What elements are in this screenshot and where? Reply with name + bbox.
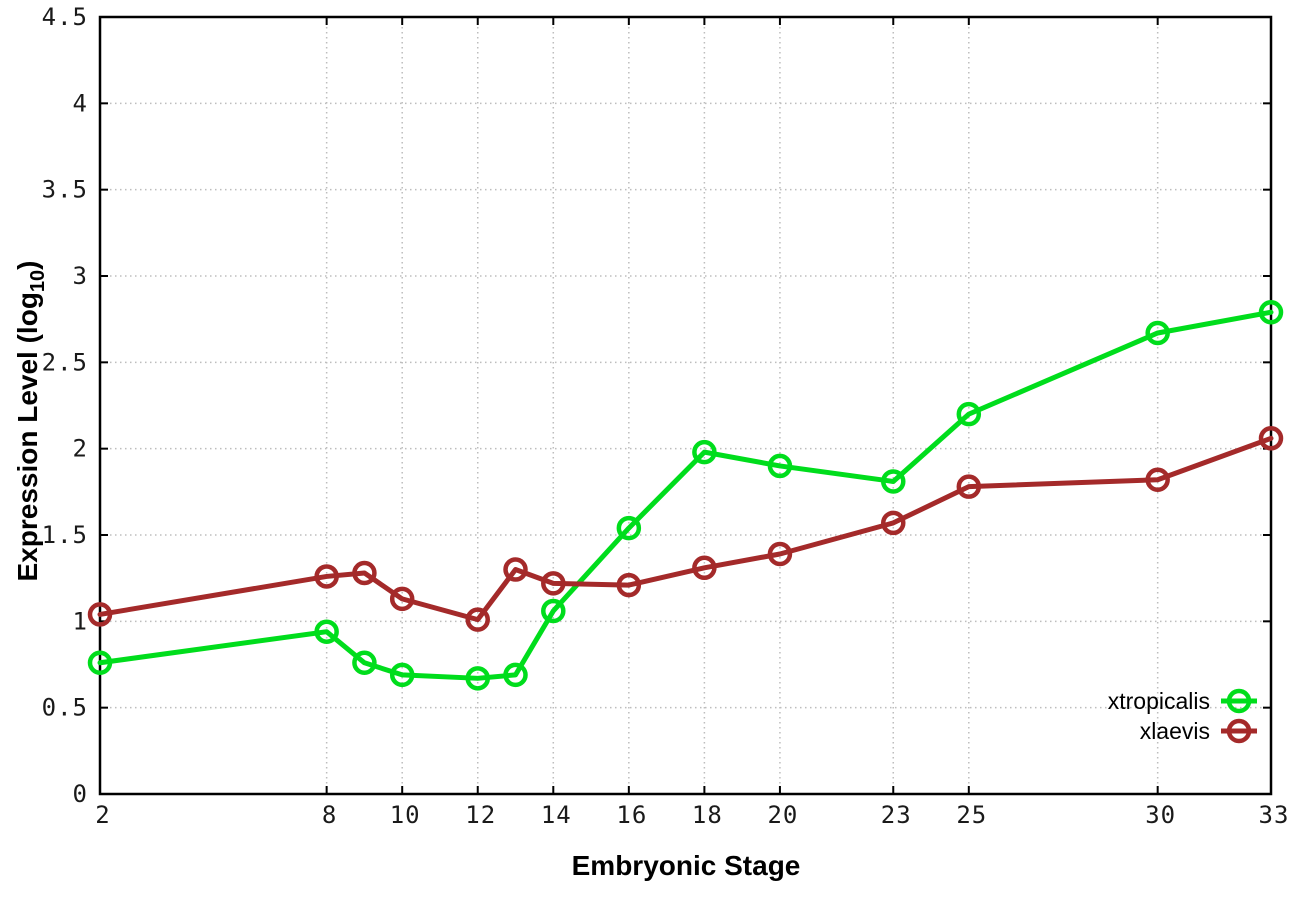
data-point-xlaevis-stage-12 <box>465 607 490 632</box>
data-point-xtropicalis-stage-23 <box>881 469 906 494</box>
y-tick-label: 4.5 <box>42 3 88 31</box>
x-tick-label: 33 <box>1259 801 1290 829</box>
data-point-xtropicalis-stage-10 <box>389 662 415 688</box>
y-tick-label: 0 <box>73 780 88 808</box>
data-point-xlaevis-stage-20 <box>767 541 793 567</box>
data-point-xtropicalis-stage-14 <box>541 598 566 624</box>
data-point-xlaevis-stage-30 <box>1145 467 1170 492</box>
data-point-xtropicalis-stage-2 <box>87 650 113 676</box>
data-point-xlaevis-stage-13 <box>503 557 528 582</box>
legend-label-xlaevis: xlaevis <box>1140 718 1210 744</box>
x-tick-label: 18 <box>692 801 723 829</box>
legend-sample-marker-xtropicalis <box>1226 688 1252 714</box>
y-axis-title-suffix: ) <box>12 260 44 270</box>
x-tick-label: 30 <box>1145 801 1176 829</box>
y-axis-title-text: Expression Level (log <box>12 292 44 582</box>
data-point-xtropicalis-stage-16 <box>616 515 642 541</box>
legend-sample-marker-xlaevis <box>1226 718 1252 744</box>
x-tick-label: 16 <box>616 801 647 829</box>
x-tick-label: 20 <box>767 801 798 829</box>
y-tick-label: 3.5 <box>42 176 88 204</box>
data-point-xtropicalis-stage-18 <box>692 439 717 465</box>
y-tick-label: 1.5 <box>42 521 88 549</box>
data-point-xtropicalis-stage-12 <box>465 666 490 691</box>
data-point-xlaevis-stage-23 <box>881 510 906 536</box>
data-point-xlaevis-stage-10 <box>389 586 415 612</box>
y-tick-label: 4 <box>73 89 88 117</box>
data-point-xtropicalis-stage-33 <box>1258 300 1284 325</box>
plot-border <box>98 15 1273 796</box>
x-tick-label: 25 <box>956 801 987 829</box>
y-tick-label: 1 <box>73 607 88 635</box>
data-point-xlaevis-stage-8 <box>314 564 339 589</box>
y-axis-title: Expression Level (log10) <box>12 261 50 582</box>
x-tick-label: 2 <box>95 801 110 829</box>
y-axis-title-subscript: 10 <box>26 269 49 293</box>
data-point-xtropicalis-stage-30 <box>1145 320 1170 346</box>
data-point-xlaevis-stage-16 <box>616 572 642 598</box>
y-tick-label: 0.5 <box>42 694 88 722</box>
x-tick-label: 23 <box>881 801 912 829</box>
data-point-xtropicalis-stage-13 <box>503 662 528 688</box>
y-tick-label: 3 <box>73 262 88 290</box>
legend-label-xtropicalis: xtropicalis <box>1108 688 1210 714</box>
data-point-xtropicalis-stage-20 <box>767 453 793 479</box>
data-point-xtropicalis-stage-25 <box>956 401 982 427</box>
data-point-xtropicalis-stage-9 <box>352 650 377 676</box>
x-axis-title: Embryonic Stage <box>571 850 801 881</box>
data-point-xlaevis-stage-2 <box>87 602 113 627</box>
x-tick-label: 8 <box>322 801 337 829</box>
x-tick-label: 12 <box>465 801 496 829</box>
data-point-xlaevis-stage-9 <box>352 560 377 586</box>
y-tick-label: 2 <box>73 435 88 463</box>
data-point-xlaevis-stage-33 <box>1258 426 1284 451</box>
data-point-xlaevis-stage-18 <box>692 555 717 581</box>
data-point-xlaevis-stage-25 <box>956 474 982 499</box>
y-tick-label: 2.5 <box>42 348 88 376</box>
data-point-xlaevis-stage-14 <box>541 571 566 596</box>
x-tick-label: 10 <box>390 801 421 829</box>
series-xtropicalis-line <box>97 309 1274 681</box>
data-point-xtropicalis-stage-8 <box>314 619 339 644</box>
series-xlaevis-line <box>97 435 1274 623</box>
x-tick-label: 14 <box>541 801 572 829</box>
